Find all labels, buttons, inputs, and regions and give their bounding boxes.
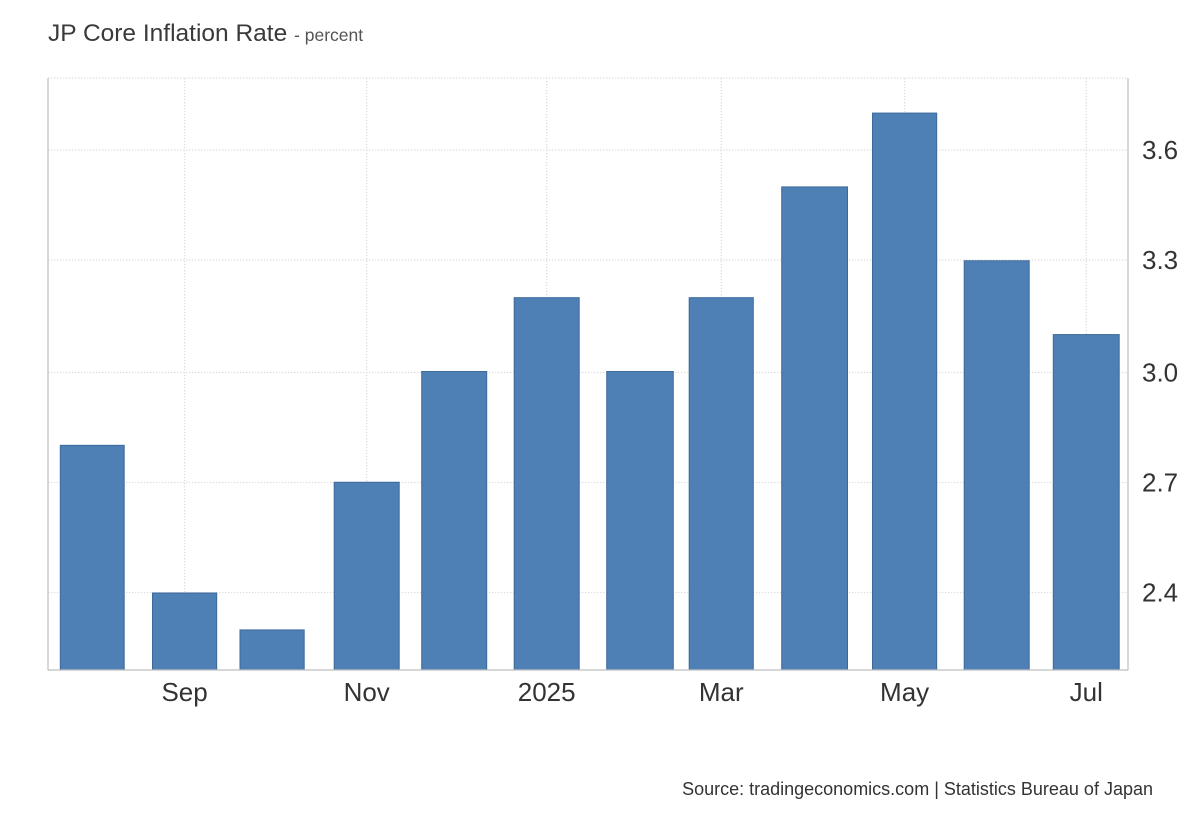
svg-text:2.4: 2.4: [1142, 578, 1178, 608]
svg-text:3.3: 3.3: [1142, 245, 1178, 275]
svg-text:2025: 2025: [518, 677, 576, 707]
svg-text:3.0: 3.0: [1142, 358, 1178, 388]
svg-text:Jul: Jul: [1070, 677, 1103, 707]
svg-text:2.7: 2.7: [1142, 468, 1178, 498]
svg-text:Sep: Sep: [161, 677, 207, 707]
svg-text:Nov: Nov: [344, 677, 390, 707]
svg-text:Mar: Mar: [699, 677, 744, 707]
svg-text:3.6: 3.6: [1142, 135, 1178, 165]
svg-text:May: May: [880, 677, 929, 707]
